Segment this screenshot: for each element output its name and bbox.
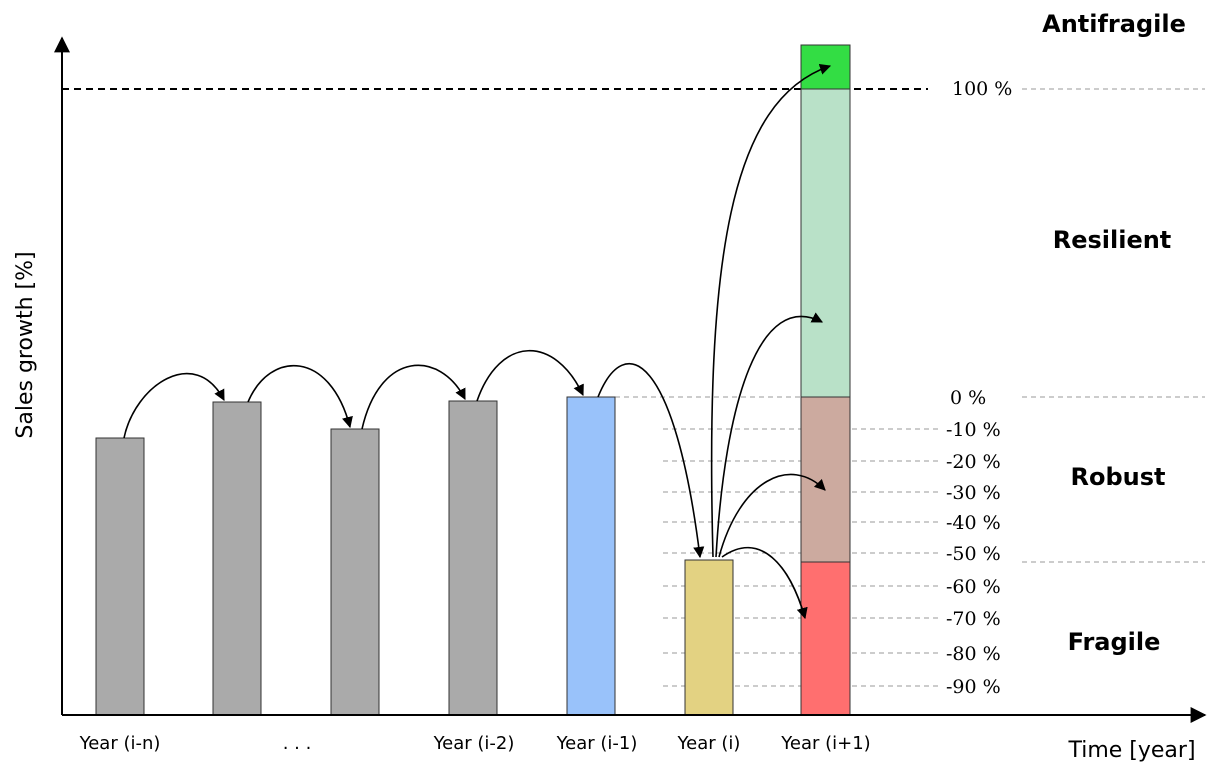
axes [54, 36, 1207, 723]
bars [95, 44, 851, 716]
arrow-i-1-to-i [597, 362, 705, 559]
bar-year-ellipsis-1 [212, 401, 262, 716]
label-minus60-percent: -60 % [946, 576, 1001, 598]
label-minus30-percent: -30 % [946, 482, 1001, 504]
region-robust: Robust [1071, 463, 1166, 491]
percent-labels: 100 % 0 % -10 % -20 % -30 % -40 % -50 % … [946, 78, 1012, 698]
region-resilient: Resilient [1053, 226, 1172, 254]
label-minus20-percent: -20 % [946, 451, 1001, 473]
region-labels: Antifragile Resilient Robust Fragile [1042, 10, 1186, 656]
region-fragile: Fragile [1068, 628, 1161, 656]
band-robust [800, 396, 851, 563]
x-labels: Year (i-n) . . . Year (i-2) Year (i-1) Y… [79, 733, 871, 754]
x-label-year-i-2: Year (i-2) [433, 733, 515, 754]
arrow-i-2-to-i-1 [476, 349, 584, 402]
arrow-i-to-robust [718, 473, 826, 558]
label-0-percent: 0 % [950, 387, 986, 409]
band-fragile [800, 561, 851, 716]
bar-year-ellipsis-2 [330, 428, 380, 716]
label-minus90-percent: -90 % [946, 676, 1001, 698]
band-resilient [800, 88, 851, 398]
y-axis-title: Sales growth [%] [13, 251, 38, 438]
label-minus80-percent: -80 % [946, 643, 1001, 665]
bar-year-i-1 [566, 396, 616, 716]
x-label-year-i-1: Year (i-1) [556, 733, 638, 754]
label-100-percent: 100 % [952, 78, 1012, 100]
label-minus50-percent: -50 % [946, 543, 1001, 565]
x-label-year-i-plus-1: Year (i+1) [780, 733, 870, 754]
arrow-dip-to-i-2 [361, 364, 466, 430]
arrow-next-to-dip [247, 364, 353, 429]
label-minus70-percent: -70 % [946, 608, 1001, 630]
bar-year-i-2 [448, 400, 498, 716]
region-antifragile: Antifragile [1042, 10, 1186, 38]
transition-arrows [123, 63, 832, 620]
arrow-i-to-fragile [721, 546, 808, 620]
arrow-i-n-to-next [123, 372, 225, 439]
x-label-year-i: Year (i) [677, 733, 741, 754]
x-label-ellipsis: . . . [283, 733, 312, 754]
bar-year-i [684, 559, 734, 716]
x-label-year-i-n: Year (i-n) [79, 733, 161, 754]
x-axis-title: Time [year] [1067, 738, 1195, 763]
label-minus10-percent: -10 % [946, 419, 1001, 441]
bar-year-i-n [95, 437, 145, 716]
arrow-i-to-resilient [715, 312, 823, 558]
arrow-i-to-antifragile [710, 63, 832, 558]
label-minus40-percent: -40 % [946, 512, 1001, 534]
